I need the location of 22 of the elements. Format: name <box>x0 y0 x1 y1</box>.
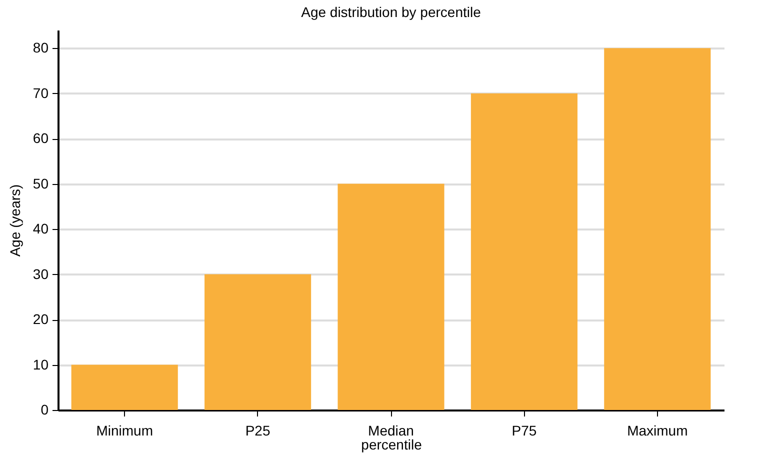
y-tick-label: 0 <box>40 402 49 418</box>
x-tick-label: Median <box>368 422 414 438</box>
bar <box>338 184 444 410</box>
bar <box>470 93 578 410</box>
x-tick-label: P25 <box>245 422 270 438</box>
bar <box>71 364 178 410</box>
y-tick-label: 80 <box>32 40 49 56</box>
bar <box>604 48 711 410</box>
bar <box>204 274 312 410</box>
y-tick-label: 60 <box>32 130 49 146</box>
x-tick-label: Maximum <box>627 422 688 438</box>
x-axis-title: percentile <box>361 436 422 452</box>
y-axis-title: Age (years) <box>6 184 23 257</box>
y-tick-label: 40 <box>32 220 49 237</box>
x-tick-label: P75 <box>512 422 537 438</box>
chart-title: Age distribution by percentile <box>301 4 482 20</box>
y-tick-label: 30 <box>32 266 49 282</box>
y-tick-label: 50 <box>32 175 49 192</box>
y-tick-label: 10 <box>32 356 49 372</box>
y-tick-label: 20 <box>32 311 49 328</box>
x-tick-label: Minimum <box>96 422 153 438</box>
y-tick-label: 70 <box>32 84 49 101</box>
